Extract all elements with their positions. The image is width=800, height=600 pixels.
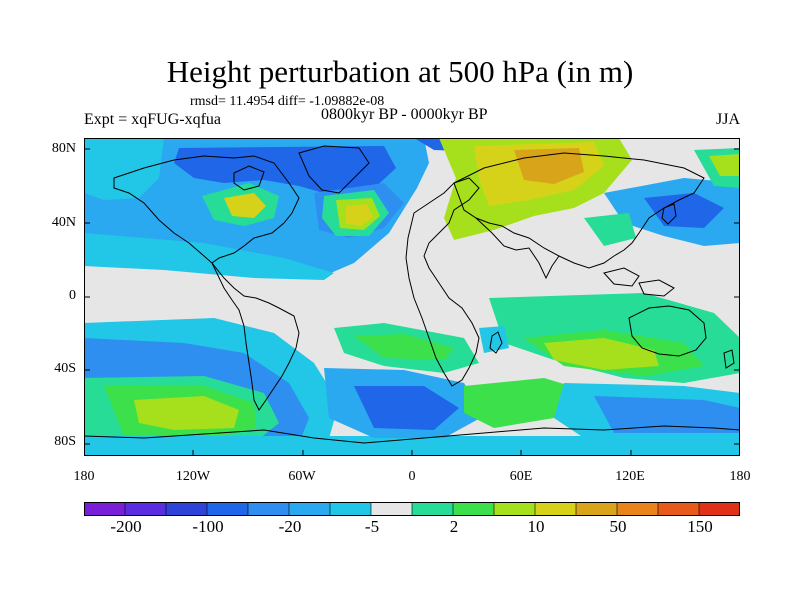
colorbar-label: 50 — [609, 517, 627, 536]
colorbar-swatch — [247, 502, 290, 516]
south-indian-negative — [479, 326, 509, 353]
colorbar-swatch — [616, 502, 659, 516]
colorbar-swatch — [493, 502, 536, 516]
x-tick-label: 120W — [175, 469, 211, 484]
southern-africa-positive — [464, 378, 584, 428]
colorbar-label: -200 — [110, 517, 142, 536]
x-tick-label: 180 — [73, 469, 95, 484]
west-pacific-deep-negative — [644, 193, 724, 228]
x-tick-label: 120E — [615, 469, 645, 484]
colorbar-swatch — [370, 502, 413, 516]
pacific-light-negative-band — [84, 233, 334, 280]
y-tick-label: 40S — [54, 361, 76, 376]
colorbar-swatch — [165, 502, 208, 516]
south-pacific-positive-core — [134, 396, 239, 430]
y-tick-label: 80S — [54, 434, 76, 449]
north-america-deep-negative — [174, 146, 396, 196]
colorbar-swatch — [329, 502, 372, 516]
height-perturbation-map — [84, 138, 740, 456]
colorbar-label: 150 — [687, 517, 713, 536]
east-asia-positive — [584, 213, 636, 246]
colorbar-label: 2 — [449, 517, 459, 536]
colorbar — [84, 502, 740, 516]
colorbar-label: -100 — [192, 517, 224, 536]
colorbar-swatch — [698, 502, 740, 516]
y-tick-label: 80N — [51, 141, 76, 156]
colorbar-label: -5 — [364, 517, 380, 536]
map-title: Height perturbation at 500 hPa (in m) — [166, 54, 634, 89]
colorbar-swatch — [84, 502, 126, 516]
y-tick-label: 40N — [51, 215, 76, 230]
colorbar-swatch — [452, 502, 495, 516]
colorbar-swatch — [534, 502, 577, 516]
x-tick-label: 60W — [288, 469, 316, 484]
x-tick-label: 180 — [729, 469, 751, 484]
antarctic-negative — [84, 436, 740, 456]
indian-ocean-positive-core — [544, 338, 659, 370]
colorbar-swatch — [288, 502, 331, 516]
period-label: 0800kyr BP - 0000kyr BP — [321, 106, 488, 123]
x-tick-label: 60E — [509, 469, 533, 484]
south-atlantic-positive-core — [354, 334, 454, 360]
x-tick-label: 0 — [408, 469, 416, 484]
axis-ticks — [84, 148, 740, 456]
colorbar-swatch — [124, 502, 167, 516]
colorbar-swatch — [206, 502, 249, 516]
northwest-pacific-light-negative — [84, 138, 164, 200]
southern-ocean-negative — [594, 396, 740, 433]
colorbar-label: -20 — [278, 517, 302, 536]
colorbar-swatch — [657, 502, 700, 516]
coastlines — [84, 145, 740, 444]
y-tick-label: 0 — [69, 288, 76, 303]
colorbar-label: 10 — [527, 517, 545, 536]
season-label: JJA — [716, 111, 741, 128]
statistics-label: rmsd= 11.4954 diff= -1.09882e-08 — [190, 94, 385, 109]
south-atlantic-deep-negative — [354, 386, 459, 430]
experiment-label: Expt = xqFUG-xqfua — [84, 111, 222, 128]
colorbar-swatch — [575, 502, 618, 516]
northeast-pacific-positive-core — [709, 154, 740, 176]
north-america-positive-core — [224, 193, 266, 218]
north-atlantic-positive-core — [346, 204, 373, 226]
colorbar-swatch — [411, 502, 454, 516]
